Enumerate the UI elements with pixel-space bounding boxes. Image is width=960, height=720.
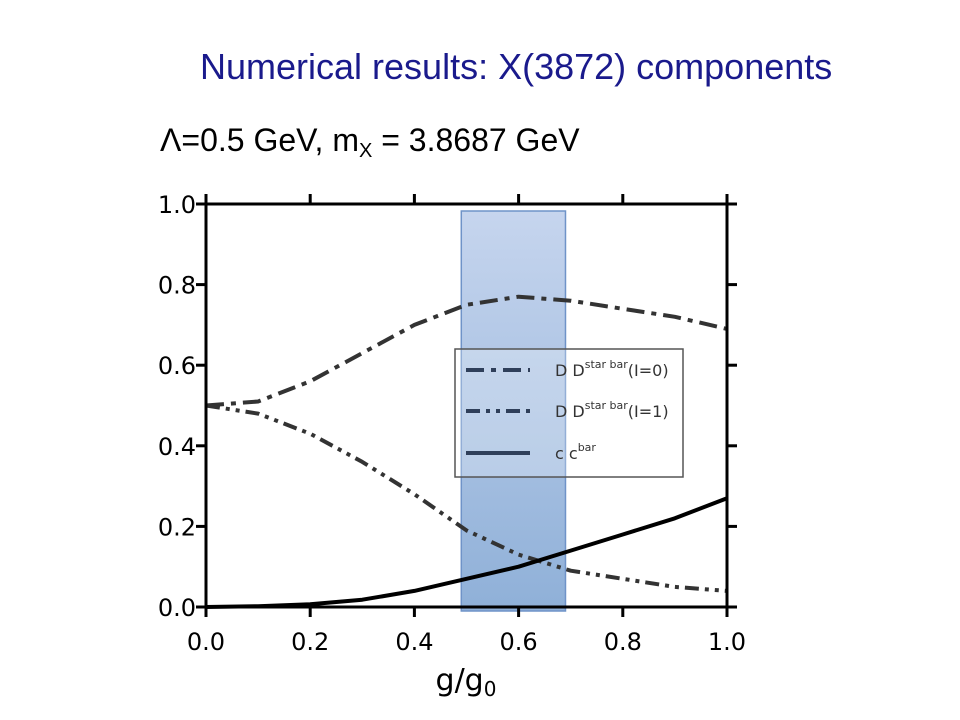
- y-tick-label: 0.8: [158, 272, 196, 300]
- x-axis-title: g/g0: [436, 663, 497, 701]
- legend: D Dstar bar(I=0) D Dstar bar(I=1) c cbar: [454, 348, 684, 478]
- series-line-2: [205, 496, 728, 609]
- subtitle-suffix: = 3.8687 GeV: [372, 122, 580, 158]
- x-tick-label: 0.0: [187, 628, 225, 656]
- x-tick-label: 0.4: [395, 628, 433, 656]
- parameter-subtitle: Λ=0.5 GeV, mX = 3.8687 GeV: [160, 122, 580, 163]
- plot-frame: [204, 202, 729, 609]
- y-tick-label: 0.2: [158, 513, 196, 541]
- x-tick-label: 0.8: [604, 628, 642, 656]
- subtitle-prefix: Λ=0.5 GeV, m: [160, 122, 359, 158]
- legend-label-1: D Dstar bar(I=1): [555, 399, 669, 421]
- legend-label-0: D Dstar bar(I=0): [555, 358, 669, 380]
- y-tick-label: 0.6: [158, 352, 196, 380]
- axes-layer: 0.0 0.2 0.4 0.6 0.8 1.0 0.0 0.2 0.4 0.6 0.8 1.0 g/g0: [158, 191, 746, 701]
- series-line-0: [205, 294, 728, 408]
- series-layer: [205, 294, 728, 609]
- x-tick-label: 1.0: [708, 628, 746, 656]
- legend-label-2: c cbar: [555, 441, 596, 463]
- series-line-1: [205, 403, 728, 593]
- y-tick-label: 0.4: [158, 433, 196, 461]
- y-tick-label: 1.0: [158, 191, 196, 219]
- x-tick-label: 0.6: [500, 628, 538, 656]
- slide-title: Numerical results: X(3872) components: [200, 46, 833, 87]
- x-tick-label: 0.2: [291, 628, 329, 656]
- subtitle-subscript: X: [358, 140, 373, 162]
- y-tick-label: 0.0: [158, 594, 196, 622]
